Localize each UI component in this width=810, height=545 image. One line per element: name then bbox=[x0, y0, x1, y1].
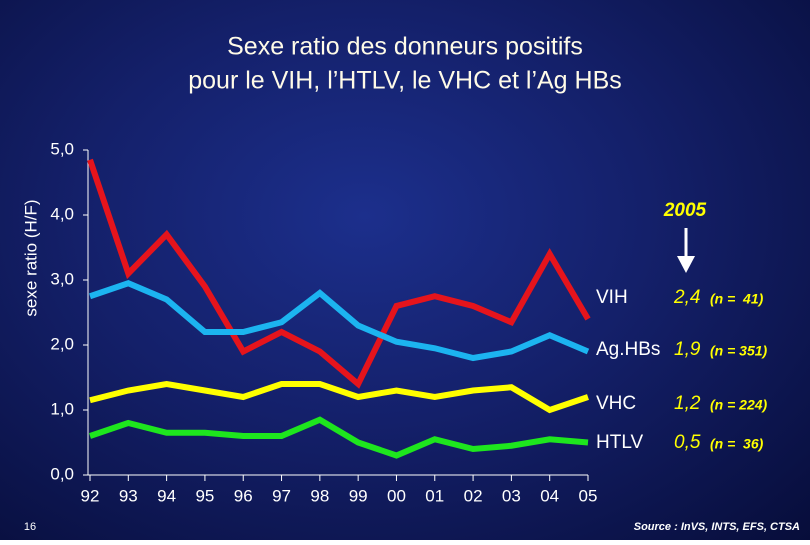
y-tick-label: 3,0 bbox=[50, 269, 74, 288]
x-tick-label: 00 bbox=[387, 486, 406, 505]
y-tick-label: 0,0 bbox=[50, 464, 74, 483]
series-summary: 0,5 bbox=[674, 432, 701, 453]
series-count: (n = 41) bbox=[710, 291, 764, 307]
x-tick-label: 96 bbox=[234, 486, 253, 505]
x-tick-label: 95 bbox=[195, 486, 214, 505]
data-line bbox=[89, 280, 590, 362]
x-tick-label: 05 bbox=[579, 486, 598, 505]
chart-title: pour le VIH, l’HTLV, le VHC et l’Ag HBs bbox=[188, 67, 622, 95]
y-tick-label: 2,0 bbox=[50, 334, 74, 353]
x-tick-label: 98 bbox=[310, 486, 329, 505]
chart-title: Sexe ratio des donneurs positifs bbox=[227, 33, 583, 61]
y-tick-label: 1,0 bbox=[50, 399, 74, 418]
series-count: (n = 224) bbox=[710, 397, 768, 413]
data-line bbox=[89, 380, 589, 414]
series-summary: 1,2 bbox=[674, 393, 701, 414]
series-count: (n = 36) bbox=[710, 436, 764, 452]
data-line bbox=[89, 416, 589, 459]
arrow bbox=[677, 228, 695, 273]
x-tick-label: 99 bbox=[349, 486, 368, 505]
legend-label: HTLV bbox=[596, 432, 643, 453]
source: Source : InVS, INTS, EFS, CTSA bbox=[634, 521, 800, 533]
x-tick-label: 01 bbox=[425, 486, 444, 505]
y-tick-label: 5,0 bbox=[50, 139, 74, 158]
x-tick-label: 97 bbox=[272, 486, 291, 505]
series-summary: 1,9 bbox=[674, 339, 701, 360]
legend-label: VHC bbox=[596, 393, 636, 414]
legend-label: VIH bbox=[596, 287, 628, 308]
x-tick-label: 03 bbox=[502, 486, 521, 505]
legend-label: Ag.HBs bbox=[596, 339, 660, 360]
x-tick-label: 04 bbox=[540, 486, 559, 505]
x-tick-label: 93 bbox=[119, 486, 138, 505]
x-tick-label: 02 bbox=[464, 486, 483, 505]
page-number: 16 bbox=[24, 521, 36, 533]
data-line bbox=[87, 158, 591, 389]
y-tick-label: 4,0 bbox=[50, 204, 74, 223]
series-summary: 2,4 bbox=[673, 287, 700, 308]
x-tick-label: 94 bbox=[157, 486, 176, 505]
series-count: (n = 351) bbox=[710, 343, 768, 359]
y-axis-label: sexe ratio (H/F) bbox=[21, 199, 40, 316]
x-tick-label: 92 bbox=[81, 486, 100, 505]
annotation: 2005 bbox=[663, 200, 707, 221]
